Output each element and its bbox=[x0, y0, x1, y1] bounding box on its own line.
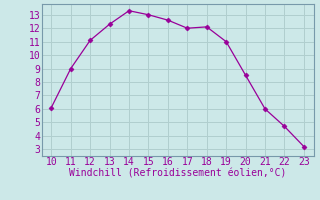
X-axis label: Windchill (Refroidissement éolien,°C): Windchill (Refroidissement éolien,°C) bbox=[69, 169, 286, 179]
